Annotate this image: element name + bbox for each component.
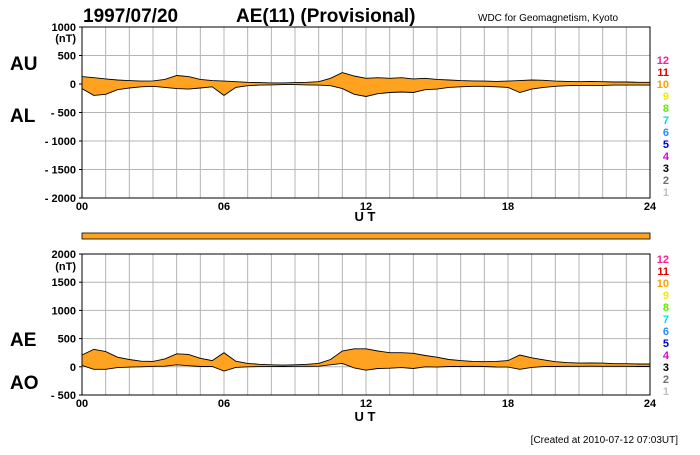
x-tick-label: 24 — [644, 398, 657, 410]
x-tick-label: 00 — [76, 201, 88, 213]
station-legend-entry: 1 — [663, 187, 669, 199]
y-tick-label: 0 — [70, 79, 76, 91]
station-legend-entry: 10 — [657, 79, 669, 91]
bottom-unit-label: (nT) — [55, 261, 76, 273]
index-title: AE(11) (Provisional) — [236, 6, 416, 27]
station-legend-entry: 2 — [663, 374, 669, 386]
series-line-ao — [81, 362, 650, 372]
summary-band — [81, 232, 651, 240]
x-tick-label: 06 — [218, 398, 230, 410]
top-unit-label: (nT) — [55, 33, 76, 45]
x-tick-label: 18 — [502, 398, 514, 410]
series-line-ae — [81, 348, 650, 366]
series-fill-area — [82, 72, 650, 97]
y-tick-label: - 2000 — [45, 193, 76, 205]
x-tick-label: 12 — [360, 201, 372, 213]
date-title: 1997/07/20 — [83, 6, 178, 27]
source-label: WDC for Geomagnetism, Kyoto — [478, 13, 618, 24]
y-tick-label: - 1500 — [45, 165, 76, 177]
y-tick-label: 0 — [70, 362, 76, 374]
station-legend-entry: 7 — [663, 115, 669, 127]
station-legend-entry: 2 — [663, 175, 669, 187]
x-tick-label: 00 — [76, 398, 88, 410]
y-tick-label: 500 — [58, 334, 76, 346]
station-legend-entry: 8 — [663, 302, 669, 314]
station-legend-entry: 3 — [663, 163, 669, 175]
station-legend-entry: 8 — [663, 103, 669, 115]
top-x-axis-title: U T — [355, 209, 376, 224]
station-legend-entry: 3 — [663, 362, 669, 374]
plot-frame — [81, 253, 651, 396]
al-label: AL — [10, 106, 36, 127]
station-legend-entry: 4 — [663, 350, 670, 362]
x-tick-label: 24 — [644, 201, 657, 213]
station-legend-entry: 7 — [663, 314, 669, 326]
x-tick-label: 06 — [218, 201, 230, 213]
y-tick-label: 2000 — [52, 249, 76, 261]
station-legend-entry: 1 — [663, 386, 669, 398]
series-fill-area — [82, 348, 650, 371]
station-legend-entry: 6 — [663, 127, 669, 139]
station-legend-entry: 5 — [663, 338, 669, 350]
ao-label: AO — [10, 373, 39, 394]
station-legend-entry: 5 — [663, 139, 669, 151]
x-tick-label: 18 — [502, 201, 514, 213]
created-footer: [Created at 2010-07-12 07:03UT] — [531, 435, 679, 446]
x-tick-label: 12 — [360, 398, 372, 410]
y-tick-label: - 1000 — [45, 136, 76, 148]
station-legend-entry: 12 — [657, 55, 669, 67]
y-tick-label: - 500 — [51, 108, 76, 120]
station-legend-entry: 11 — [657, 266, 669, 278]
station-legend-entry: 9 — [663, 91, 669, 103]
station-legend-entry: 10 — [657, 278, 669, 290]
summary-band-panel — [81, 232, 651, 240]
y-tick-label: 1000 — [52, 22, 76, 34]
ae-label: AE — [10, 330, 36, 351]
y-tick-label: - 500 — [51, 390, 76, 402]
station-legend-entry: 9 — [663, 290, 669, 302]
au-label: AU — [10, 54, 37, 75]
station-legend-entry: 12 — [657, 254, 669, 266]
bottom-x-axis-title: U T — [355, 409, 376, 424]
station-legend-entry: 11 — [657, 67, 669, 79]
station-legend-entry: 4 — [663, 151, 670, 163]
y-tick-label: 1500 — [52, 277, 76, 289]
station-legend-entry: 6 — [663, 326, 669, 338]
series-line-au — [81, 72, 650, 84]
y-tick-label: 1000 — [52, 305, 76, 317]
series-line-al — [81, 84, 650, 97]
y-tick-label: 500 — [58, 51, 76, 63]
